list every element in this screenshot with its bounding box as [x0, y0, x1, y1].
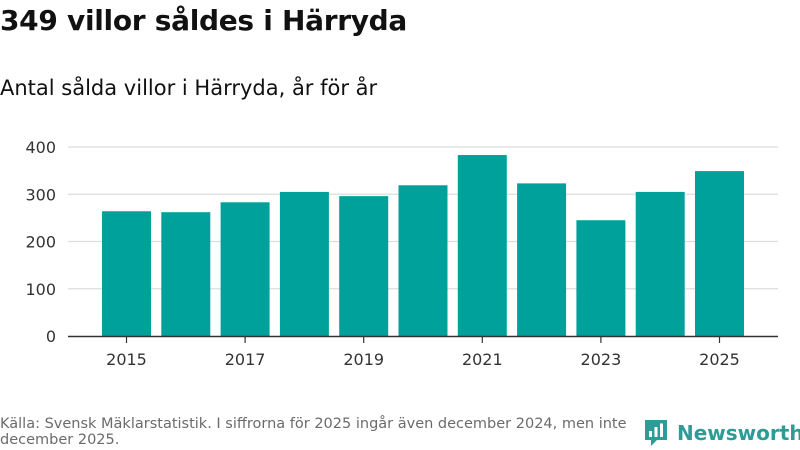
chart-title: 349 villor såldes i Härryda — [0, 4, 408, 37]
bar-2024[interactable] — [635, 191, 685, 336]
y-tick-label: 0 — [46, 327, 56, 346]
x-tick-label: 2015 — [106, 350, 147, 369]
bar-2016[interactable] — [161, 212, 211, 336]
x-tick-label: 2021 — [462, 350, 503, 369]
brand-name: Newsworthy — [677, 421, 800, 445]
y-tick-label: 300 — [25, 185, 56, 204]
bar-2020[interactable] — [398, 185, 448, 336]
bars — [102, 155, 744, 336]
x-tick-label: 2025 — [699, 350, 740, 369]
x-axis-ticks: 2015 2017 2019 2021 2023 2025 — [106, 337, 740, 369]
bar-2015[interactable] — [102, 211, 151, 336]
bar-2025[interactable] — [695, 171, 744, 336]
bar-2019[interactable] — [339, 196, 389, 336]
chart-subtitle: Antal sålda villor i Härryda, år för år — [0, 76, 378, 100]
x-tick-label: 2019 — [343, 350, 384, 369]
bar-2022[interactable] — [517, 183, 567, 336]
y-tick-label: 400 — [25, 138, 56, 157]
source-note: Källa: Svensk Mäklarstatistik. I siffror… — [0, 416, 627, 448]
bar-2017[interactable] — [220, 202, 270, 336]
y-axis-ticks: 0 100 200 300 400 — [25, 138, 56, 346]
x-tick-label: 2017 — [225, 350, 266, 369]
y-tick-label: 200 — [25, 233, 56, 252]
y-tick-label: 100 — [25, 280, 56, 299]
bar-2023[interactable] — [576, 220, 626, 336]
x-tick-label: 2023 — [581, 350, 622, 369]
bar-2021[interactable] — [457, 155, 507, 336]
brand-logo-link[interactable]: Newsworthy — [643, 418, 800, 448]
bar-2018[interactable] — [279, 191, 329, 336]
newsworthy-logo-icon — [645, 420, 667, 446]
